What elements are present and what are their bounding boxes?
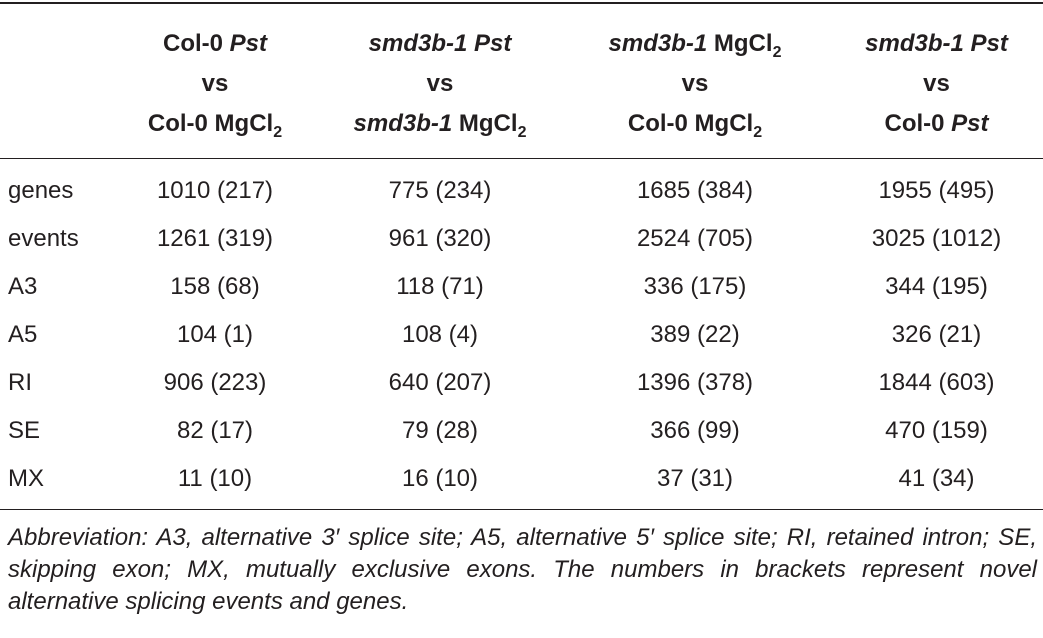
subscript: 2 xyxy=(517,123,527,141)
header-text: Pst xyxy=(970,30,1008,57)
header-text: Col-0 xyxy=(147,110,208,137)
table-header: Col-0 Pst vs Col-0 MgCl2 smd3b-1 Pst vs … xyxy=(0,3,1043,159)
row-label: RI xyxy=(8,369,32,396)
table-cell: 640 (207) xyxy=(388,369,492,396)
header-text: Pst xyxy=(951,110,989,137)
table-row: MX 11 (10) 16 (10) 37 (31) 41 (34) xyxy=(0,455,1043,510)
table-cell: 470 (159) xyxy=(885,417,988,444)
table-row: A3 158 (68) 118 (71) 336 (175) 344 (195) xyxy=(0,263,1043,311)
table-row: SE 82 (17) 79 (28) 366 (99) 470 (159) xyxy=(0,407,1043,455)
header-text: MgCl xyxy=(694,110,754,137)
row-label: events xyxy=(8,225,79,252)
table-cell: 158 (68) xyxy=(170,273,260,300)
row-label: A3 xyxy=(8,273,38,300)
header-text: Col-0 xyxy=(627,110,688,137)
header-text: Pst xyxy=(474,30,512,57)
table-cell: 336 (175) xyxy=(643,273,747,300)
table-cell: 1955 (495) xyxy=(878,177,995,204)
table-cell: 1010 (217) xyxy=(156,177,274,204)
table-cell: 16 (10) xyxy=(401,465,479,492)
subscript: 2 xyxy=(753,123,763,141)
table-cell: 1261 (319) xyxy=(156,225,274,252)
header-text: smd3b-1 xyxy=(368,30,468,57)
header-text: smd3b-1 xyxy=(353,110,453,137)
table-row: genes 1010 (217) 775 (234) 1685 (384) 1955 (… xyxy=(0,159,1043,216)
table-cell: 104 (1) xyxy=(176,321,254,348)
subscript: 2 xyxy=(273,123,283,141)
table-row: A5 104 (1) 108 (4) 389 (22) 326 (21) xyxy=(0,311,1043,359)
table-cell: 41 (34) xyxy=(898,465,975,492)
row-label: A5 xyxy=(8,321,38,348)
header-cell: Col-0 Pst vs Col-0 MgCl2 xyxy=(110,3,320,159)
table-cell: 326 (21) xyxy=(891,321,982,348)
table-cell: 906 (223) xyxy=(163,369,267,396)
data-table: Col-0 Pst vs Col-0 MgCl2 smd3b-1 Pst vs … xyxy=(0,2,1043,510)
header-text: MgCl xyxy=(214,110,274,137)
header-text: MgCl xyxy=(458,110,518,137)
table-cell: 3025 (1012) xyxy=(871,225,1002,252)
header-text: MgCl xyxy=(713,30,773,57)
table-cell: 775 (234) xyxy=(388,177,492,204)
row-label: MX xyxy=(8,465,44,492)
table-cell: 2524 (705) xyxy=(636,225,754,252)
header-text: Pst xyxy=(229,30,268,57)
header-text: vs xyxy=(201,70,229,97)
table-cell: 1396 (378) xyxy=(636,369,754,396)
header-text: Col-0 xyxy=(884,110,945,137)
table-row: events 1261 (319) 961 (320) 2524 (705) 3025 … xyxy=(0,215,1043,263)
header-cell: smd3b-1 Pst vs smd3b-1 MgCl2 xyxy=(320,3,560,159)
table-cell: 344 (195) xyxy=(885,273,988,300)
row-label: genes xyxy=(8,177,74,204)
footnote: Abbreviation: A3, alternative 3′ splice … xyxy=(8,524,1037,615)
table-cell: 108 (4) xyxy=(401,321,479,348)
header-text: vs xyxy=(681,70,709,97)
header-text: vs xyxy=(923,70,950,97)
table-cell: 82 (17) xyxy=(176,417,254,444)
row-label: SE xyxy=(8,417,41,444)
subscript: 2 xyxy=(772,43,782,61)
header-text: vs xyxy=(426,70,454,97)
table-body: genes 1010 (217) 775 (234) 1685 (384) 1955 (… xyxy=(0,159,1043,510)
table-cell: 118 (71) xyxy=(396,273,484,300)
header-text: Col-0 xyxy=(162,30,223,57)
header-cell: smd3b-1 MgCl2 vs Col-0 MgCl2 xyxy=(560,3,830,159)
table-cell: 11 (10) xyxy=(177,465,253,492)
table-cell: 1685 (384) xyxy=(636,177,754,204)
header-text: smd3b-1 xyxy=(865,30,964,57)
table-cell: 961 (320) xyxy=(388,225,492,252)
header-cell: smd3b-1 Pst vs Col-0 Pst xyxy=(830,3,1043,159)
table-row: RI 906 (223) 640 (207) 1396 (378) 1844 (603) xyxy=(0,359,1043,407)
table-cell: 79 (28) xyxy=(401,417,479,444)
table-cell: 1844 (603) xyxy=(878,369,995,396)
table-cell: 389 (22) xyxy=(650,321,740,348)
table-cell: 366 (99) xyxy=(650,417,740,444)
table-cell: 37 (31) xyxy=(656,465,734,492)
header-text: smd3b-1 xyxy=(608,30,708,57)
header-cell xyxy=(0,3,110,159)
